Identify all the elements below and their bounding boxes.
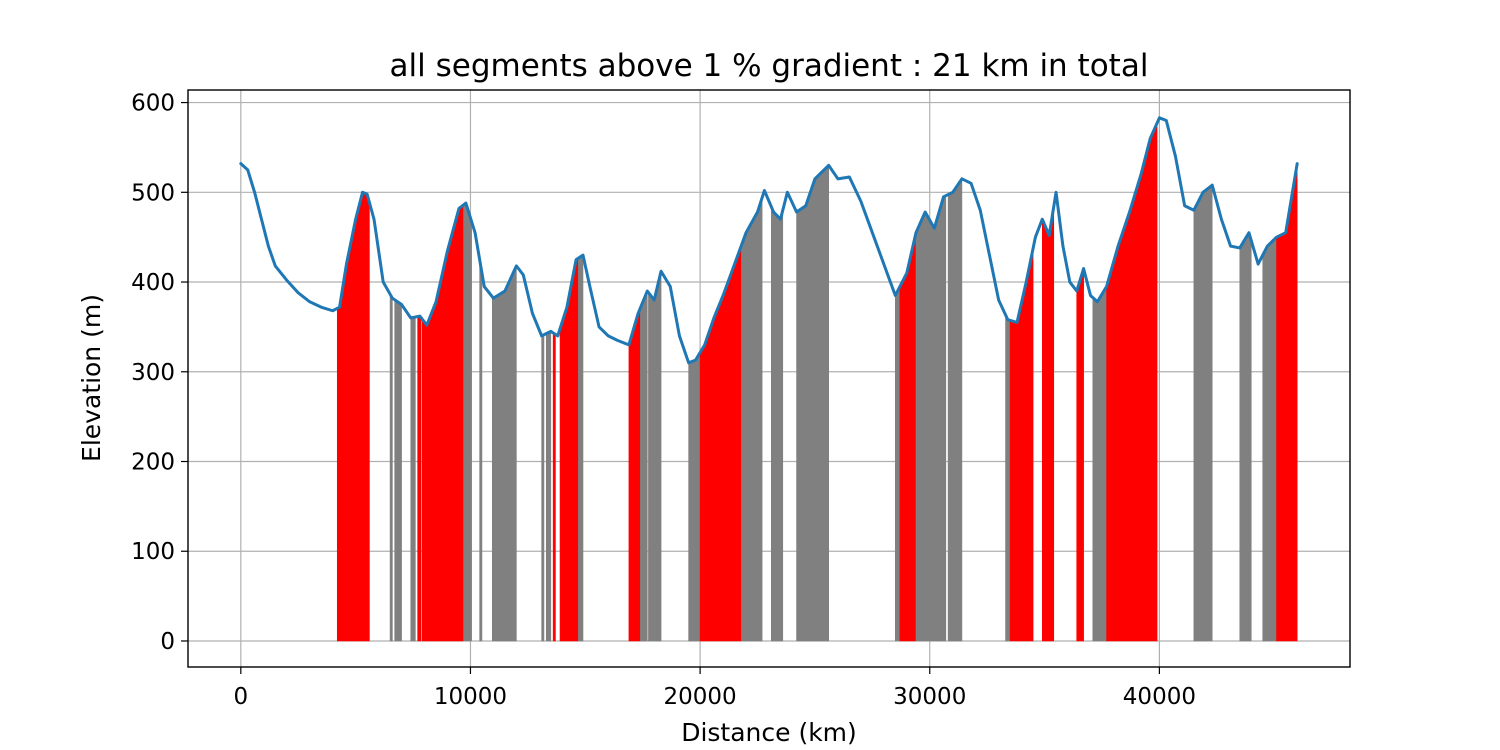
y-tick-label: 0 xyxy=(160,629,175,655)
gradient-segment xyxy=(463,202,472,642)
tick-layer: 0 10000 20000 30000 40000 0 100 200 300 400 500 600 xyxy=(131,91,1196,710)
steep-segment xyxy=(552,332,556,642)
gradient-segment xyxy=(479,259,483,642)
gradient-segment xyxy=(688,351,701,642)
chart-title: all segments above 1 % gradient : 21 km … xyxy=(390,48,1149,84)
gradient-segment xyxy=(545,330,552,642)
gradient-segment xyxy=(770,206,784,642)
gradient-segment xyxy=(640,290,648,642)
gradient-segment xyxy=(648,271,662,642)
gradient-segment xyxy=(491,265,517,642)
gradient-segment xyxy=(1239,231,1252,642)
gradient-segment xyxy=(796,164,830,642)
gradient-segment xyxy=(394,299,402,642)
plot-frame xyxy=(187,89,1351,668)
gradient-segment xyxy=(741,197,763,642)
gradient-segment xyxy=(895,286,901,642)
gradient-segment xyxy=(578,254,584,642)
gradient-segment xyxy=(1193,184,1213,642)
gradient-segment xyxy=(1092,285,1107,642)
y-tick-label: 500 xyxy=(131,180,175,206)
gradient-segment xyxy=(1262,236,1277,642)
gradient-segment xyxy=(410,316,416,642)
y-tick-label: 600 xyxy=(131,91,175,117)
steep-segment xyxy=(628,307,641,642)
y-tick-label: 400 xyxy=(131,270,175,296)
y-tick-label: 200 xyxy=(131,450,175,476)
x-axis-label: Distance (km) xyxy=(681,718,857,747)
gradient-segment xyxy=(1005,314,1011,642)
gradient-segment xyxy=(389,293,393,642)
x-tick-label: 20000 xyxy=(664,684,737,710)
gradient-segment xyxy=(915,195,947,642)
x-tick-label: 0 xyxy=(233,684,248,710)
x-tick-label: 40000 xyxy=(1123,684,1196,710)
y-axis-label: Elevation (m) xyxy=(77,294,106,462)
y-tick-label: 100 xyxy=(131,539,175,565)
gradient-segment xyxy=(947,177,963,642)
x-tick-label: 10000 xyxy=(434,684,507,710)
y-tick-label: 300 xyxy=(131,360,175,386)
elevation-line xyxy=(239,116,1299,365)
steep-segment xyxy=(1076,268,1084,642)
x-tick-label: 30000 xyxy=(893,684,966,710)
gradient-segment xyxy=(541,334,545,642)
steep-segment xyxy=(899,232,917,642)
line-layer xyxy=(239,116,1299,365)
steep-segment xyxy=(417,315,422,642)
steep-segment xyxy=(1041,206,1055,642)
